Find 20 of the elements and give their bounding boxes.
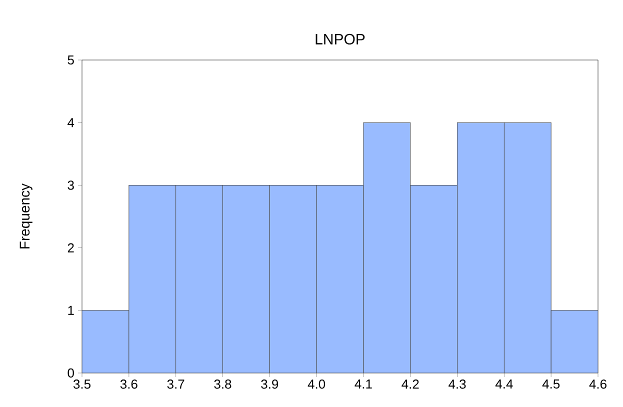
chart-title: LNPOP: [316, 34, 365, 44]
x-tick-label: 3.5: [73, 380, 90, 389]
x-tick-label: 3.6: [120, 380, 138, 389]
y-tick-label: 4: [68, 118, 74, 128]
x-tick-label: 3.7: [167, 380, 184, 389]
x-tick-label: 4.5: [542, 380, 560, 389]
x-tick-label: 4.2: [402, 380, 419, 389]
x-tick-label: 4.1: [354, 380, 372, 388]
y-tick-label: 2: [68, 243, 74, 252]
y-tick-label: 1: [68, 306, 74, 315]
y-tick-label: 5: [68, 55, 74, 65]
x-tick-label: 4.0: [308, 380, 326, 389]
y-tick-label: 0: [68, 368, 74, 378]
x-tick-label: 4.6: [589, 380, 606, 389]
x-tick-label: 4.3: [448, 380, 466, 389]
x-tick-label: 3.8: [214, 380, 232, 389]
x-tick-label: 3.9: [261, 380, 278, 389]
y-tick-label: 3: [68, 180, 74, 190]
y-axis-title: Frequency: [20, 183, 32, 248]
x-tick-label: 4.4: [495, 380, 513, 388]
